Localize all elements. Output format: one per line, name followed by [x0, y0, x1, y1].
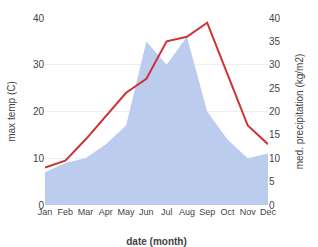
svg-text:25: 25	[269, 83, 281, 94]
svg-text:Oct: Oct	[220, 207, 235, 217]
svg-text:Nov: Nov	[240, 207, 257, 217]
svg-text:30: 30	[269, 59, 281, 70]
svg-text:0: 0	[38, 200, 44, 211]
svg-text:0: 0	[269, 200, 275, 211]
svg-text:Feb: Feb	[58, 207, 74, 217]
svg-text:5: 5	[269, 176, 275, 187]
svg-text:med. precipitation (kg/m2): med. precipitation (kg/m2)	[294, 54, 305, 170]
svg-text:35: 35	[269, 36, 281, 47]
svg-text:date (month): date (month)	[126, 236, 187, 247]
svg-text:Aug: Aug	[179, 207, 195, 217]
svg-text:20: 20	[33, 106, 45, 117]
svg-text:20: 20	[269, 106, 281, 117]
svg-text:Jan: Jan	[38, 207, 53, 217]
svg-text:Jul: Jul	[161, 207, 173, 217]
svg-text:May: May	[118, 207, 136, 217]
svg-text:40: 40	[33, 13, 45, 24]
svg-text:Apr: Apr	[99, 207, 113, 217]
svg-text:30: 30	[33, 59, 45, 70]
svg-text:15: 15	[269, 129, 281, 140]
svg-text:10: 10	[33, 153, 45, 164]
svg-text:10: 10	[269, 153, 281, 164]
svg-text:Dec: Dec	[260, 207, 277, 217]
svg-text:Jun: Jun	[139, 207, 154, 217]
svg-text:max temp (C): max temp (C)	[6, 81, 17, 142]
svg-text:Mar: Mar	[78, 207, 94, 217]
svg-text:Sep: Sep	[199, 207, 215, 217]
svg-text:40: 40	[269, 13, 281, 24]
